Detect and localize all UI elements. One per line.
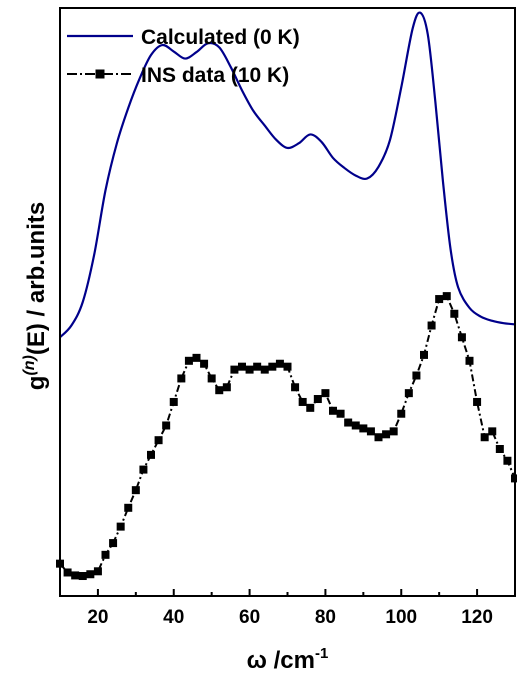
ins-data-point — [420, 350, 428, 359]
ins-data-point — [78, 572, 87, 581]
ins-data-point — [131, 486, 140, 495]
ins-data-point — [503, 456, 512, 465]
ins-data-point — [488, 427, 497, 436]
ins-data-point — [435, 295, 444, 304]
ins-data-point — [397, 409, 406, 418]
legend-label-calculated: Calculated (0 K) — [141, 26, 300, 49]
x-axis-title: ω /cm-1 — [247, 645, 329, 674]
ins-data-point — [344, 418, 353, 427]
series-ins-line — [59, 294, 516, 578]
ins-data-point — [306, 403, 315, 412]
ins-data-point — [245, 365, 254, 374]
ins-data-point — [298, 397, 307, 406]
ins-data-point — [260, 365, 269, 374]
x-tick-label: 100 — [385, 607, 417, 628]
ins-data-point — [71, 571, 80, 580]
ins-data-point — [101, 550, 110, 559]
ins-data-point — [321, 389, 330, 398]
ins-data-point — [313, 395, 322, 404]
ins-data-point — [124, 503, 133, 512]
ins-data-point — [169, 397, 178, 406]
ins-data-point — [230, 365, 239, 374]
x-tick-label: 120 — [461, 607, 493, 628]
ins-data-point — [291, 383, 300, 392]
x-tick-label: 80 — [315, 607, 336, 628]
ins-data-point — [154, 436, 163, 445]
ins-data-point — [93, 567, 102, 576]
x-tick-label: 20 — [87, 607, 108, 628]
ins-data-point — [268, 362, 277, 371]
ins-data-point — [109, 539, 118, 548]
ins-data-point — [86, 570, 95, 579]
ins-markers — [56, 292, 517, 581]
ins-data-point — [147, 450, 155, 459]
ins-data-point — [162, 421, 171, 430]
ins-data-point — [139, 465, 148, 474]
ins-data-point — [480, 433, 489, 442]
ins-data-point — [192, 353, 201, 362]
ins-data-point — [412, 371, 421, 380]
ins-data-point — [374, 433, 383, 442]
ins-data-point — [238, 362, 246, 371]
ins-data-point — [207, 374, 216, 383]
legend-marker-ins — [95, 69, 105, 79]
ins-data-point — [389, 427, 398, 436]
legend: Calculated (0 K) INS data (10 K) — [67, 26, 300, 87]
ins-data-point — [336, 409, 345, 418]
ins-data-point — [116, 522, 125, 531]
ins-data-point — [366, 427, 375, 436]
ins-data-point — [222, 383, 231, 392]
ins-data-point — [457, 333, 466, 342]
y-axis-title: g(n)(E) / arb.units — [21, 202, 50, 390]
ins-data-point — [253, 362, 262, 371]
ins-data-point — [329, 406, 337, 415]
ins-data-point — [351, 421, 360, 430]
ins-data-point — [404, 389, 413, 398]
ins-data-point — [184, 356, 193, 365]
legend-label-ins: INS data (10 K) — [141, 64, 289, 87]
ins-data-point — [359, 424, 368, 433]
ins-data-point — [177, 374, 186, 383]
ins-data-point — [442, 292, 451, 301]
x-tick-label: 60 — [239, 607, 260, 628]
ins-data-point — [427, 321, 436, 330]
ins-data-point — [473, 397, 482, 406]
ins-data-point — [215, 386, 224, 395]
ins-data-point — [275, 359, 284, 368]
ins-data-point — [450, 309, 459, 318]
ins-data-point — [283, 362, 292, 371]
x-axis-tick-labels: 20 40 60 80 100 120 — [87, 607, 493, 628]
series-calculated-line — [59, 11, 516, 339]
ins-data-point — [465, 356, 474, 365]
ins-data-point — [200, 359, 209, 368]
ins-data-point — [495, 445, 504, 453]
x-tick-label: 40 — [163, 607, 184, 628]
ins-data-point — [63, 568, 72, 577]
x-axis-ticks — [59, 589, 516, 596]
ins-data-point — [382, 430, 391, 439]
